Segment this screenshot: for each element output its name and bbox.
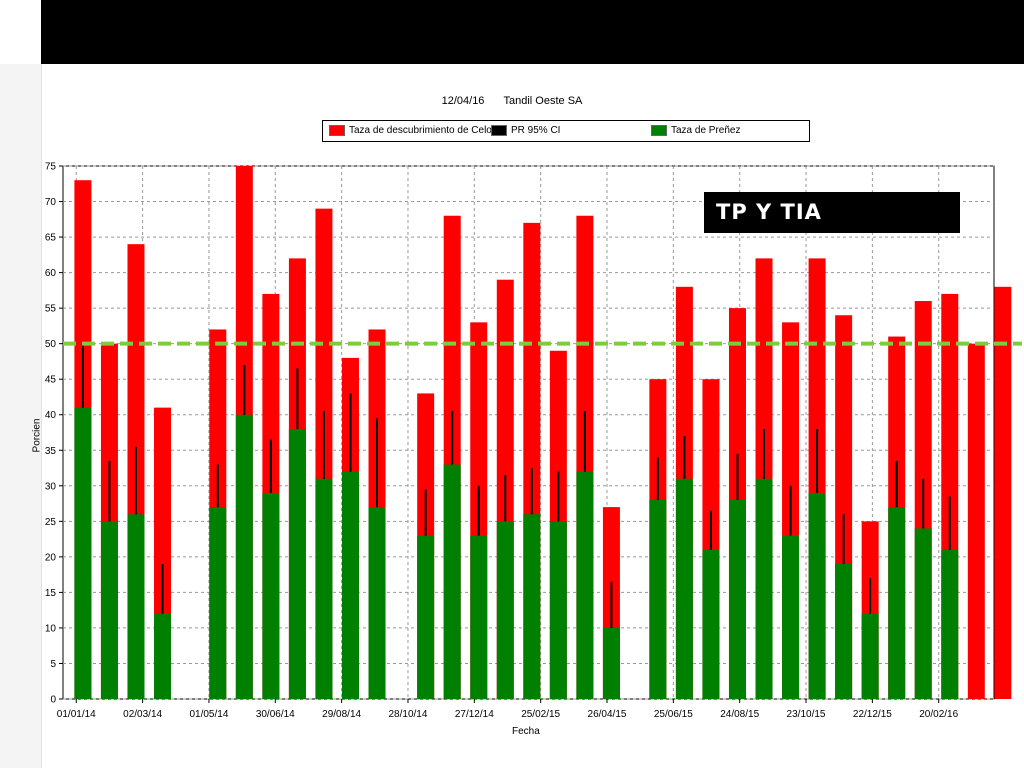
bar-prenez — [262, 492, 280, 699]
bar-prenez — [888, 507, 906, 699]
y-tick-label: 65 — [45, 233, 57, 244]
bar-prenez — [470, 535, 488, 699]
y-tick-label: 0 — [50, 695, 56, 706]
chart-title: 12/04/16 Tandil Oeste SA — [0, 95, 1024, 107]
y-tick-label: 75 — [45, 162, 57, 173]
legend-swatch-celos — [329, 125, 345, 136]
y-tick-label: 60 — [45, 268, 57, 279]
chart-title-name: Tandil Oeste SA — [503, 95, 583, 107]
x-tick-label: 29/08/14 — [322, 709, 361, 720]
x-tick-label: 22/12/15 — [853, 709, 892, 720]
bar-prenez — [209, 507, 227, 699]
x-tick-label: 23/10/15 — [787, 709, 826, 720]
y-tick-label: 40 — [45, 410, 57, 421]
x-tick-label: 01/01/14 — [57, 709, 96, 720]
bar-prenez — [127, 514, 145, 699]
bar-prenez — [341, 471, 359, 699]
legend-item-ci: PR 95% CI — [491, 125, 560, 136]
left-sidebar-strip — [0, 64, 42, 768]
legend-item-celos: Taza de descubrimiento de Celos — [329, 125, 497, 136]
bar-prenez — [728, 500, 746, 699]
chart-title-date: 12/04/16 — [441, 95, 485, 107]
bar-prenez — [368, 507, 386, 699]
x-tick-label: 25/06/15 — [654, 709, 693, 720]
x-tick-label: 01/05/14 — [189, 709, 228, 720]
legend-label-prenez: Taza de Preñez — [671, 125, 741, 136]
y-axis-label: Porcien — [31, 418, 43, 453]
bar-prenez — [861, 613, 879, 699]
y-tick-label: 25 — [45, 517, 57, 528]
bar-prenez — [549, 521, 567, 699]
top-banner — [41, 0, 1024, 64]
bar-prenez — [782, 535, 800, 699]
bar-prenez — [755, 478, 773, 699]
bar-prenez — [523, 514, 541, 699]
y-tick-label: 45 — [45, 375, 57, 386]
legend-swatch-prenez — [651, 125, 667, 136]
y-tick-label: 10 — [45, 623, 57, 634]
legend-label-celos: Taza de descubrimiento de Celos — [349, 125, 497, 136]
y-tick-label: 20 — [45, 552, 57, 563]
legend-swatch-ci — [491, 125, 507, 136]
y-tick-label: 70 — [45, 197, 57, 208]
bar-prenez — [74, 407, 92, 699]
bar-prenez — [288, 428, 306, 699]
legend-label-ci: PR 95% CI — [511, 125, 561, 136]
bar-celos — [967, 343, 985, 699]
y-tick-label: 15 — [45, 588, 57, 599]
annotation-box: TP Y TIA — [704, 192, 960, 233]
x-tick-label: 30/06/14 — [256, 709, 295, 720]
bar-prenez — [417, 535, 435, 699]
x-axis-label: Fecha — [512, 726, 540, 737]
x-tick-label: 27/12/14 — [455, 709, 494, 720]
bar-prenez — [808, 492, 826, 699]
bar-celos — [994, 286, 1012, 699]
x-tick-label: 24/08/15 — [720, 709, 759, 720]
bar-prenez — [235, 414, 253, 699]
x-tick-label: 25/02/15 — [521, 709, 560, 720]
bar-prenez — [914, 528, 932, 699]
bar-prenez — [702, 549, 720, 699]
bar-prenez — [675, 478, 693, 699]
y-tick-label: 30 — [45, 481, 57, 492]
bar-prenez — [315, 478, 333, 699]
x-tick-label: 26/04/15 — [588, 709, 627, 720]
y-tick-label: 50 — [45, 339, 57, 350]
x-tick-label: 02/03/14 — [123, 709, 162, 720]
y-tick-label: 55 — [45, 304, 57, 315]
y-tick-label: 5 — [50, 659, 56, 670]
bar-prenez — [576, 471, 594, 699]
bar-prenez — [835, 563, 853, 699]
legend-item-prenez: Taza de Preñez — [651, 125, 741, 136]
x-tick-label: 28/10/14 — [389, 709, 428, 720]
bar-prenez — [496, 521, 514, 699]
annotation-text: TP Y TIA — [716, 200, 822, 224]
bar-prenez — [941, 549, 959, 699]
bar-prenez — [154, 613, 172, 699]
x-tick-label: 20/02/16 — [919, 709, 958, 720]
bar-prenez — [443, 464, 461, 699]
bar-prenez — [649, 500, 667, 699]
y-tick-label: 35 — [45, 446, 57, 457]
bar-prenez — [602, 627, 620, 699]
chart-legend: Taza de descubrimiento de Celos PR 95% C… — [322, 120, 810, 142]
bar-prenez — [100, 521, 118, 699]
